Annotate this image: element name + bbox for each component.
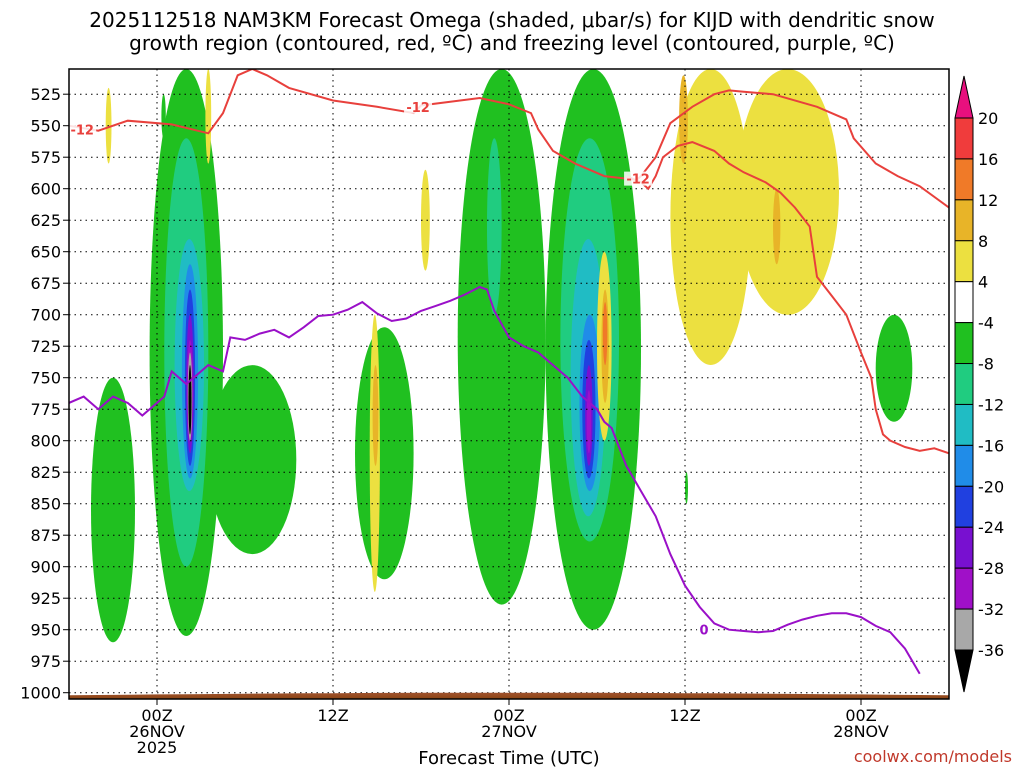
colorbar-label-0: 20 — [978, 109, 998, 128]
omega-region-4-1 — [736, 69, 839, 315]
y-tick-label-750: 750 — [30, 369, 61, 388]
colorbar-box-8 — [954, 444, 974, 487]
colorbar-box-6 — [954, 363, 974, 405]
red-contour-label-2: -12 — [626, 173, 650, 188]
y-tick-label-575: 575 — [30, 148, 61, 167]
colorbar-label-9: -20 — [978, 477, 1004, 496]
omega-region-neg4-7 — [875, 314, 913, 422]
x-tick-date-30: 27NOV — [481, 722, 537, 741]
y-tick-label-775: 775 — [30, 400, 61, 419]
y-tick-label-800: 800 — [30, 432, 61, 451]
colorbar-box-1 — [954, 158, 974, 201]
omega-region-neg4-1 — [91, 377, 135, 643]
omega-region-8-1 — [679, 75, 688, 164]
gridlines — [69, 69, 949, 699]
red-label-bg-2 — [624, 171, 653, 186]
colorbar-label-12: -32 — [978, 600, 1004, 619]
y-tick-label-1000: 1000 — [20, 684, 61, 703]
y-tick-label-950: 950 — [30, 621, 61, 640]
terrain-surface — [69, 692, 949, 699]
y-tick-label-625: 625 — [30, 211, 61, 230]
y-tick-label-850: 850 — [30, 495, 61, 514]
y-tick-label-975: 975 — [30, 652, 61, 671]
colorbar-box-12 — [954, 608, 974, 651]
colorbar-box-4 — [954, 281, 974, 324]
y-tick-label-675: 675 — [30, 274, 61, 293]
red-label-bg-1 — [404, 99, 433, 114]
colorbar-box-7 — [954, 403, 974, 446]
colorbar-box-10 — [954, 526, 974, 569]
x-tick-date-54: 28NOV — [833, 722, 889, 741]
colorbar-box-9 — [954, 485, 974, 528]
omega-region-12-0 — [602, 302, 608, 366]
omega-shading — [91, 69, 913, 643]
colorbar-box-2 — [954, 199, 974, 242]
omega-region-4-3 — [421, 169, 430, 271]
y-tick-label-600: 600 — [30, 180, 61, 199]
colorbar-label-11: -28 — [978, 559, 1004, 578]
colorbar-label-6: -8 — [978, 355, 994, 374]
omega-region-neg4-4 — [355, 327, 414, 580]
colorbar: 20 16 12 8 4 -4 -8 -12 -16 -20 -24 -28 -32 -36 — [954, 75, 1004, 693]
y-tick-label-550: 550 — [30, 117, 61, 136]
contour-lines: -12 -12 -12 0 — [69, 69, 949, 675]
colorbar-bottom-arrow — [954, 649, 974, 693]
colorbar-label-10: -24 — [978, 518, 1004, 537]
x-tick-year-6: 2025 — [137, 738, 178, 757]
purple-label-bg — [697, 622, 712, 637]
colorbar-top-arrow — [954, 75, 974, 119]
colorbar-label-3: 8 — [978, 232, 988, 251]
red-contour-label-1: -12 — [406, 101, 430, 116]
omega-region-8-0 — [372, 365, 379, 466]
y-tick-label-825: 825 — [30, 463, 61, 482]
colorbar-box-11 — [954, 567, 974, 610]
y-tick-label-925: 925 — [30, 589, 61, 608]
omega-region-4-6 — [205, 69, 212, 164]
colorbar-label-2: 12 — [978, 191, 998, 210]
y-tick-label-900: 900 — [30, 558, 61, 577]
colorbar-label-7: -12 — [978, 395, 1004, 414]
colorbar-label-8: -16 — [978, 436, 1004, 455]
colorbar-label-4: 4 — [978, 273, 988, 292]
purple-contour-freezing-level — [69, 285, 921, 675]
red-label-bg-0 — [69, 122, 97, 137]
x-tick-label-30: 00Z — [493, 706, 524, 725]
colorbar-box-3 — [954, 240, 974, 283]
colorbar-label-13: -36 — [978, 641, 1004, 660]
x-axis-label: Forecast Time (UTC) — [418, 748, 599, 768]
x-tick-label-54: 00Z — [845, 706, 876, 725]
x-tick-label-18: 12Z — [317, 706, 348, 725]
red-contour-dgz-upper — [69, 69, 949, 209]
colorbar-box-5 — [954, 322, 974, 365]
y-tick-label-875: 875 — [30, 526, 61, 545]
credit-text: coolwx.com/models — [854, 747, 1012, 766]
y-tick-label-725: 725 — [30, 337, 61, 356]
colorbar-label-1: 16 — [978, 150, 998, 169]
omega-region-neg36-0 — [188, 365, 192, 435]
red-contour-label-0: -12 — [70, 123, 94, 138]
omega-region-neg4-3 — [208, 365, 297, 555]
purple-contour-label: 0 — [700, 624, 709, 639]
y-tick-label-700: 700 — [30, 306, 61, 325]
red-contour-dgz-lower — [625, 141, 949, 455]
omega-region-neg8-2 — [487, 138, 502, 315]
x-tick-label-6: 00Z — [141, 706, 172, 725]
y-tick-label-650: 650 — [30, 243, 61, 262]
omega-region-neg28-1 — [586, 390, 592, 454]
colorbar-label-5: -4 — [978, 314, 994, 333]
colorbar-box-0 — [954, 117, 974, 160]
chart-title-line1: 2025112518 NAM3KM Forecast Omega (shaded… — [89, 8, 934, 32]
x-tick-date-6: 26NOV — [129, 722, 185, 741]
chart-title-line2: growth region (contoured, red, ºC) and f… — [129, 31, 895, 55]
omega-region-neg4-5 — [457, 69, 546, 605]
x-tick-label-42: 12Z — [669, 706, 700, 725]
y-tick-label-525: 525 — [30, 85, 61, 104]
y-axis: 525 550 575 600 625 650 675 700 725 750 775 800 825 8… — [20, 85, 69, 703]
omega-region-8-2 — [773, 188, 781, 265]
omega-region-neg4-8 — [685, 472, 688, 504]
